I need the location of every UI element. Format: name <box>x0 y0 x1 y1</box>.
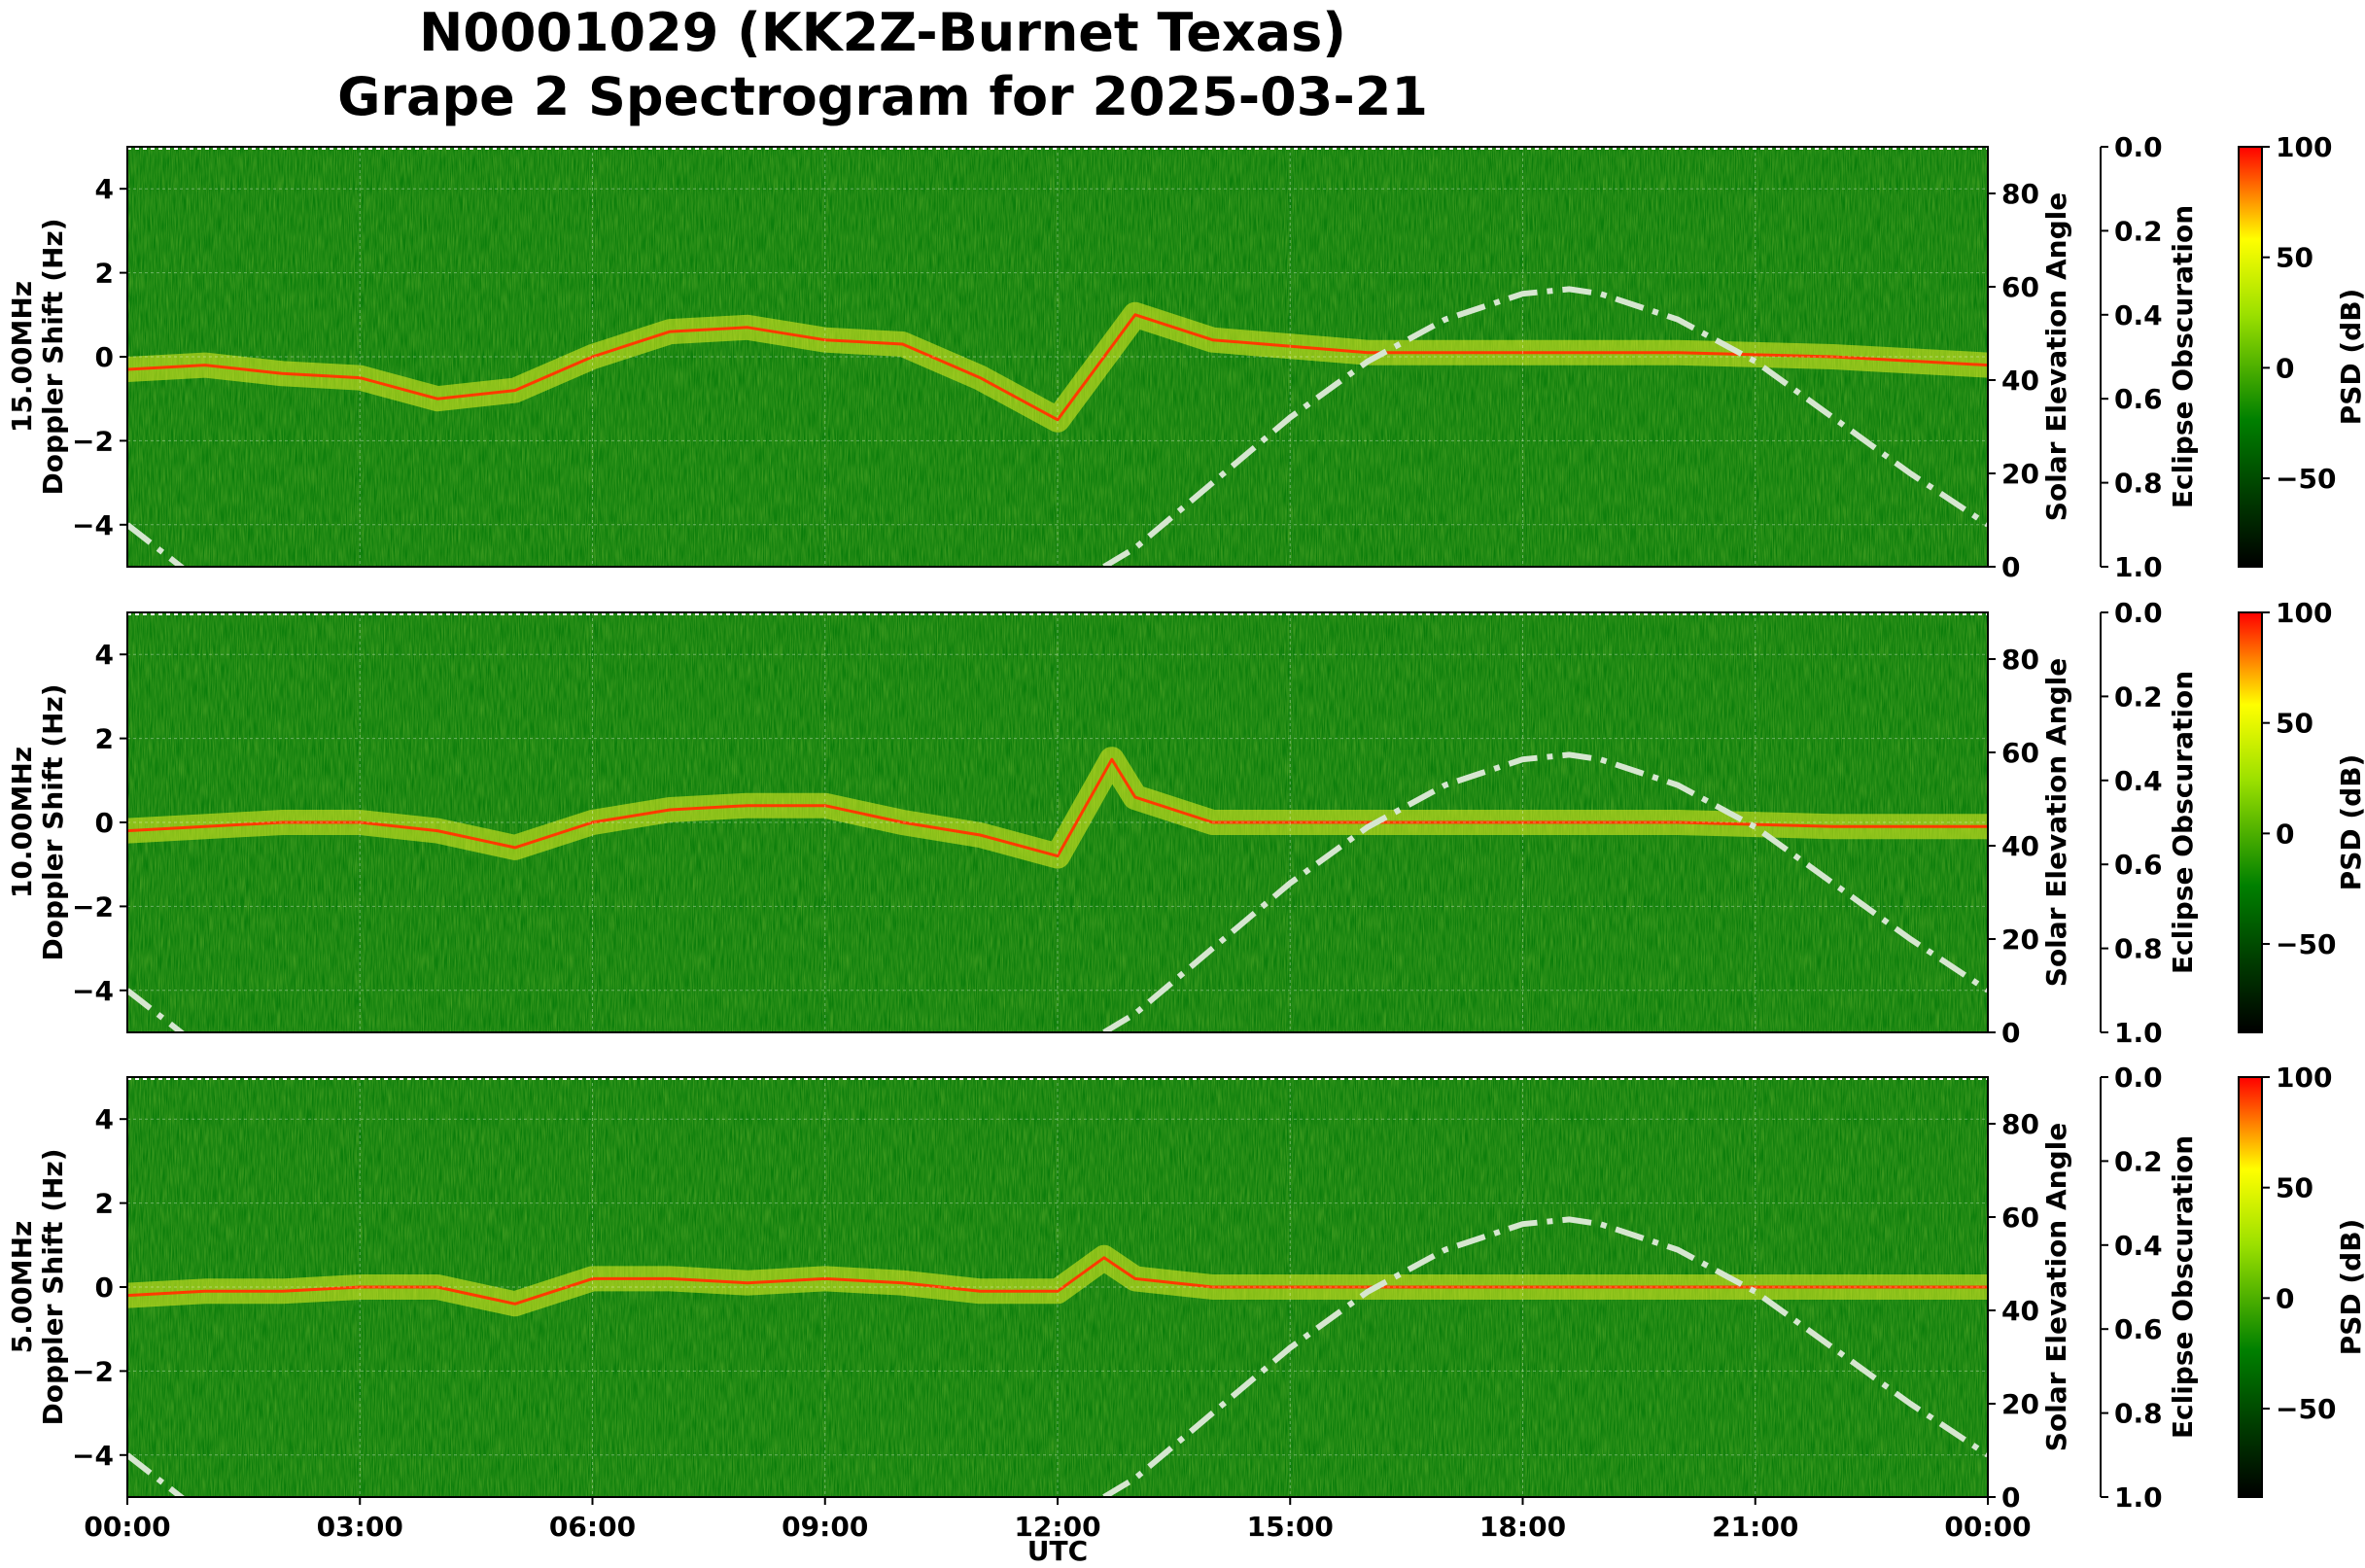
y-axis-label-1: Doppler Shift (Hz) <box>37 683 69 960</box>
elevation-tick-label-0-3: 60 <box>2001 271 2039 303</box>
eclipse-axis-label-1: Eclipse Obscuration <box>2167 671 2199 974</box>
y-axis-freq-label-1: 10.00MHz <box>6 747 38 898</box>
elevation-tick-label-2-4: 80 <box>2001 1108 2039 1140</box>
eclipse-tick-label-1-2: 0.4 <box>2114 765 2163 797</box>
chart-title-line1: N0001029 (KK2Z-Burnet Texas) <box>419 2 1346 63</box>
eclipse-tick-label-2-5: 1.0 <box>2114 1481 2163 1514</box>
elevation-tick-label-2-0: 0 <box>2001 1481 2020 1514</box>
y-tick-label-2-1: −2 <box>72 1355 114 1387</box>
eclipse-tick-label-0-4: 0.8 <box>2114 468 2163 500</box>
eclipse-tick-label-1-0: 0.0 <box>2114 597 2163 629</box>
eclipse-axis-label-0: Eclipse Obscuration <box>2167 205 2199 508</box>
chart-title-line2: Grape 2 Spectrogram for 2025-03-21 <box>337 66 1428 127</box>
colorbar-tick-label-2-0: 100 <box>2276 1062 2332 1094</box>
x-tick-label-4: 12:00 <box>1014 1511 1100 1543</box>
eclipse-tick-label-0-2: 0.4 <box>2114 299 2163 331</box>
x-tick-label-5: 15:00 <box>1247 1511 1334 1543</box>
y-tick-label-0-0: −4 <box>72 509 114 541</box>
doppler-trace-0 <box>126 313 1989 422</box>
eclipse-tick-label-2-0: 0.0 <box>2114 1062 2163 1094</box>
y-axis-label-0: Doppler Shift (Hz) <box>37 218 69 495</box>
y-tick-label-1-4: 4 <box>95 639 114 671</box>
eclipse-tick-label-0-0: 0.0 <box>2114 131 2163 163</box>
colorbar-label-2: PSD (dB) <box>2335 1219 2365 1356</box>
x-tick-label-3: 09:00 <box>782 1511 868 1543</box>
elevation-tick-label-0-1: 20 <box>2001 458 2039 490</box>
elevation-tick-label-0-0: 0 <box>2001 551 2020 583</box>
elevation-tick-label-1-3: 60 <box>2001 737 2039 769</box>
y-tick-label-0-2: 0 <box>95 341 114 373</box>
eclipse-tick-label-0-3: 0.6 <box>2114 383 2163 415</box>
elevation-tick-label-2-1: 20 <box>2001 1388 2039 1420</box>
eclipse-tick-label-0-5: 1.0 <box>2114 551 2163 583</box>
elevation-tick-label-1-1: 20 <box>2001 923 2039 956</box>
elevation-tick-label-1-0: 0 <box>2001 1017 2020 1049</box>
doppler-trace-2 <box>126 1256 1988 1306</box>
colorbar-0 <box>2238 146 2263 568</box>
y-axis-freq-label-0: 15.00MHz <box>6 281 38 433</box>
y-tick-label-2-3: 2 <box>95 1188 114 1220</box>
colorbar-tick-label-2-1: 50 <box>2276 1172 2313 1204</box>
colorbar-1 <box>2238 611 2263 1033</box>
y-tick-label-2-2: 0 <box>95 1272 114 1304</box>
y-tick-label-0-1: −2 <box>72 425 114 457</box>
x-tick-label-0: 00:00 <box>84 1511 170 1543</box>
eclipse-tick-label-1-4: 0.8 <box>2114 933 2163 965</box>
x-axis-label: UTC <box>1027 1535 1088 1567</box>
x-tick-label-7: 21:00 <box>1712 1511 1798 1543</box>
colorbar-2 <box>2238 1076 2263 1498</box>
elevation-tick-label-2-3: 60 <box>2001 1202 2039 1234</box>
eclipse-tick-label-1-1: 0.2 <box>2114 680 2163 713</box>
y-tick-label-2-4: 4 <box>95 1103 114 1135</box>
colorbar-label-1: PSD (dB) <box>2335 754 2365 891</box>
colorbar-tick-label-1-0: 100 <box>2276 597 2332 629</box>
elevation-tick-label-0-2: 40 <box>2001 365 2039 397</box>
y-tick-label-0-4: 4 <box>95 173 114 205</box>
colorbar-tick-label-2-2: 0 <box>2276 1282 2294 1314</box>
solar-elevation-curve-2 <box>127 1216 1988 1497</box>
colorbar-tick-label-0-3: −50 <box>2276 463 2336 495</box>
y-axis-label-2: Doppler Shift (Hz) <box>37 1148 69 1425</box>
eclipse-tick-label-2-1: 0.2 <box>2114 1145 2163 1177</box>
colorbar-tick-label-1-3: −50 <box>2276 928 2336 960</box>
colorbar-tick-label-0-2: 0 <box>2276 352 2294 384</box>
colorbar-tick-label-1-2: 0 <box>2276 818 2294 850</box>
y-tick-label-2-0: −4 <box>72 1440 114 1472</box>
solar-elevation-curve-0 <box>127 286 1988 567</box>
doppler-trace-1 <box>126 757 1988 858</box>
elevation-axis-label-2: Solar Elevation Angle <box>2040 1123 2072 1451</box>
elevation-axis-label-1: Solar Elevation Angle <box>2040 658 2072 987</box>
elevation-tick-label-2-2: 40 <box>2001 1295 2039 1327</box>
eclipse-tick-label-2-2: 0.4 <box>2114 1230 2163 1262</box>
x-tick-label-8: 00:00 <box>1944 1511 2031 1543</box>
x-tick-label-6: 18:00 <box>1479 1511 1566 1543</box>
y-tick-label-1-3: 2 <box>95 723 114 755</box>
eclipse-tick-label-0-1: 0.2 <box>2114 215 2163 247</box>
y-axis-freq-label-2: 5.00MHz <box>6 1221 38 1354</box>
elevation-tick-label-0-4: 80 <box>2001 178 2039 210</box>
eclipse-tick-label-1-3: 0.6 <box>2114 849 2163 881</box>
colorbar-tick-label-1-1: 50 <box>2276 708 2313 740</box>
eclipse-tick-label-1-5: 1.0 <box>2114 1017 2163 1049</box>
eclipse-axis-label-2: Eclipse Obscuration <box>2167 1135 2199 1439</box>
colorbar-label-0: PSD (dB) <box>2335 289 2365 426</box>
y-tick-label-1-1: −2 <box>72 890 114 923</box>
colorbar-tick-label-2-3: −50 <box>2276 1393 2336 1425</box>
solar-elevation-curve-1 <box>127 751 1988 1032</box>
eclipse-tick-label-2-3: 0.6 <box>2114 1313 2163 1345</box>
y-tick-label-0-3: 2 <box>95 258 114 290</box>
y-tick-label-1-2: 0 <box>95 807 114 839</box>
colorbar-tick-label-0-0: 100 <box>2276 131 2332 163</box>
eclipse-tick-label-2-4: 0.8 <box>2114 1398 2163 1430</box>
x-tick-label-2: 06:00 <box>549 1511 636 1543</box>
colorbar-tick-label-0-1: 50 <box>2276 242 2313 274</box>
elevation-tick-label-1-4: 80 <box>2001 644 2039 676</box>
elevation-axis-label-0: Solar Elevation Angle <box>2040 192 2072 521</box>
x-tick-label-1: 03:00 <box>317 1511 403 1543</box>
elevation-tick-label-1-2: 40 <box>2001 830 2039 862</box>
y-tick-label-1-0: −4 <box>72 975 114 1007</box>
